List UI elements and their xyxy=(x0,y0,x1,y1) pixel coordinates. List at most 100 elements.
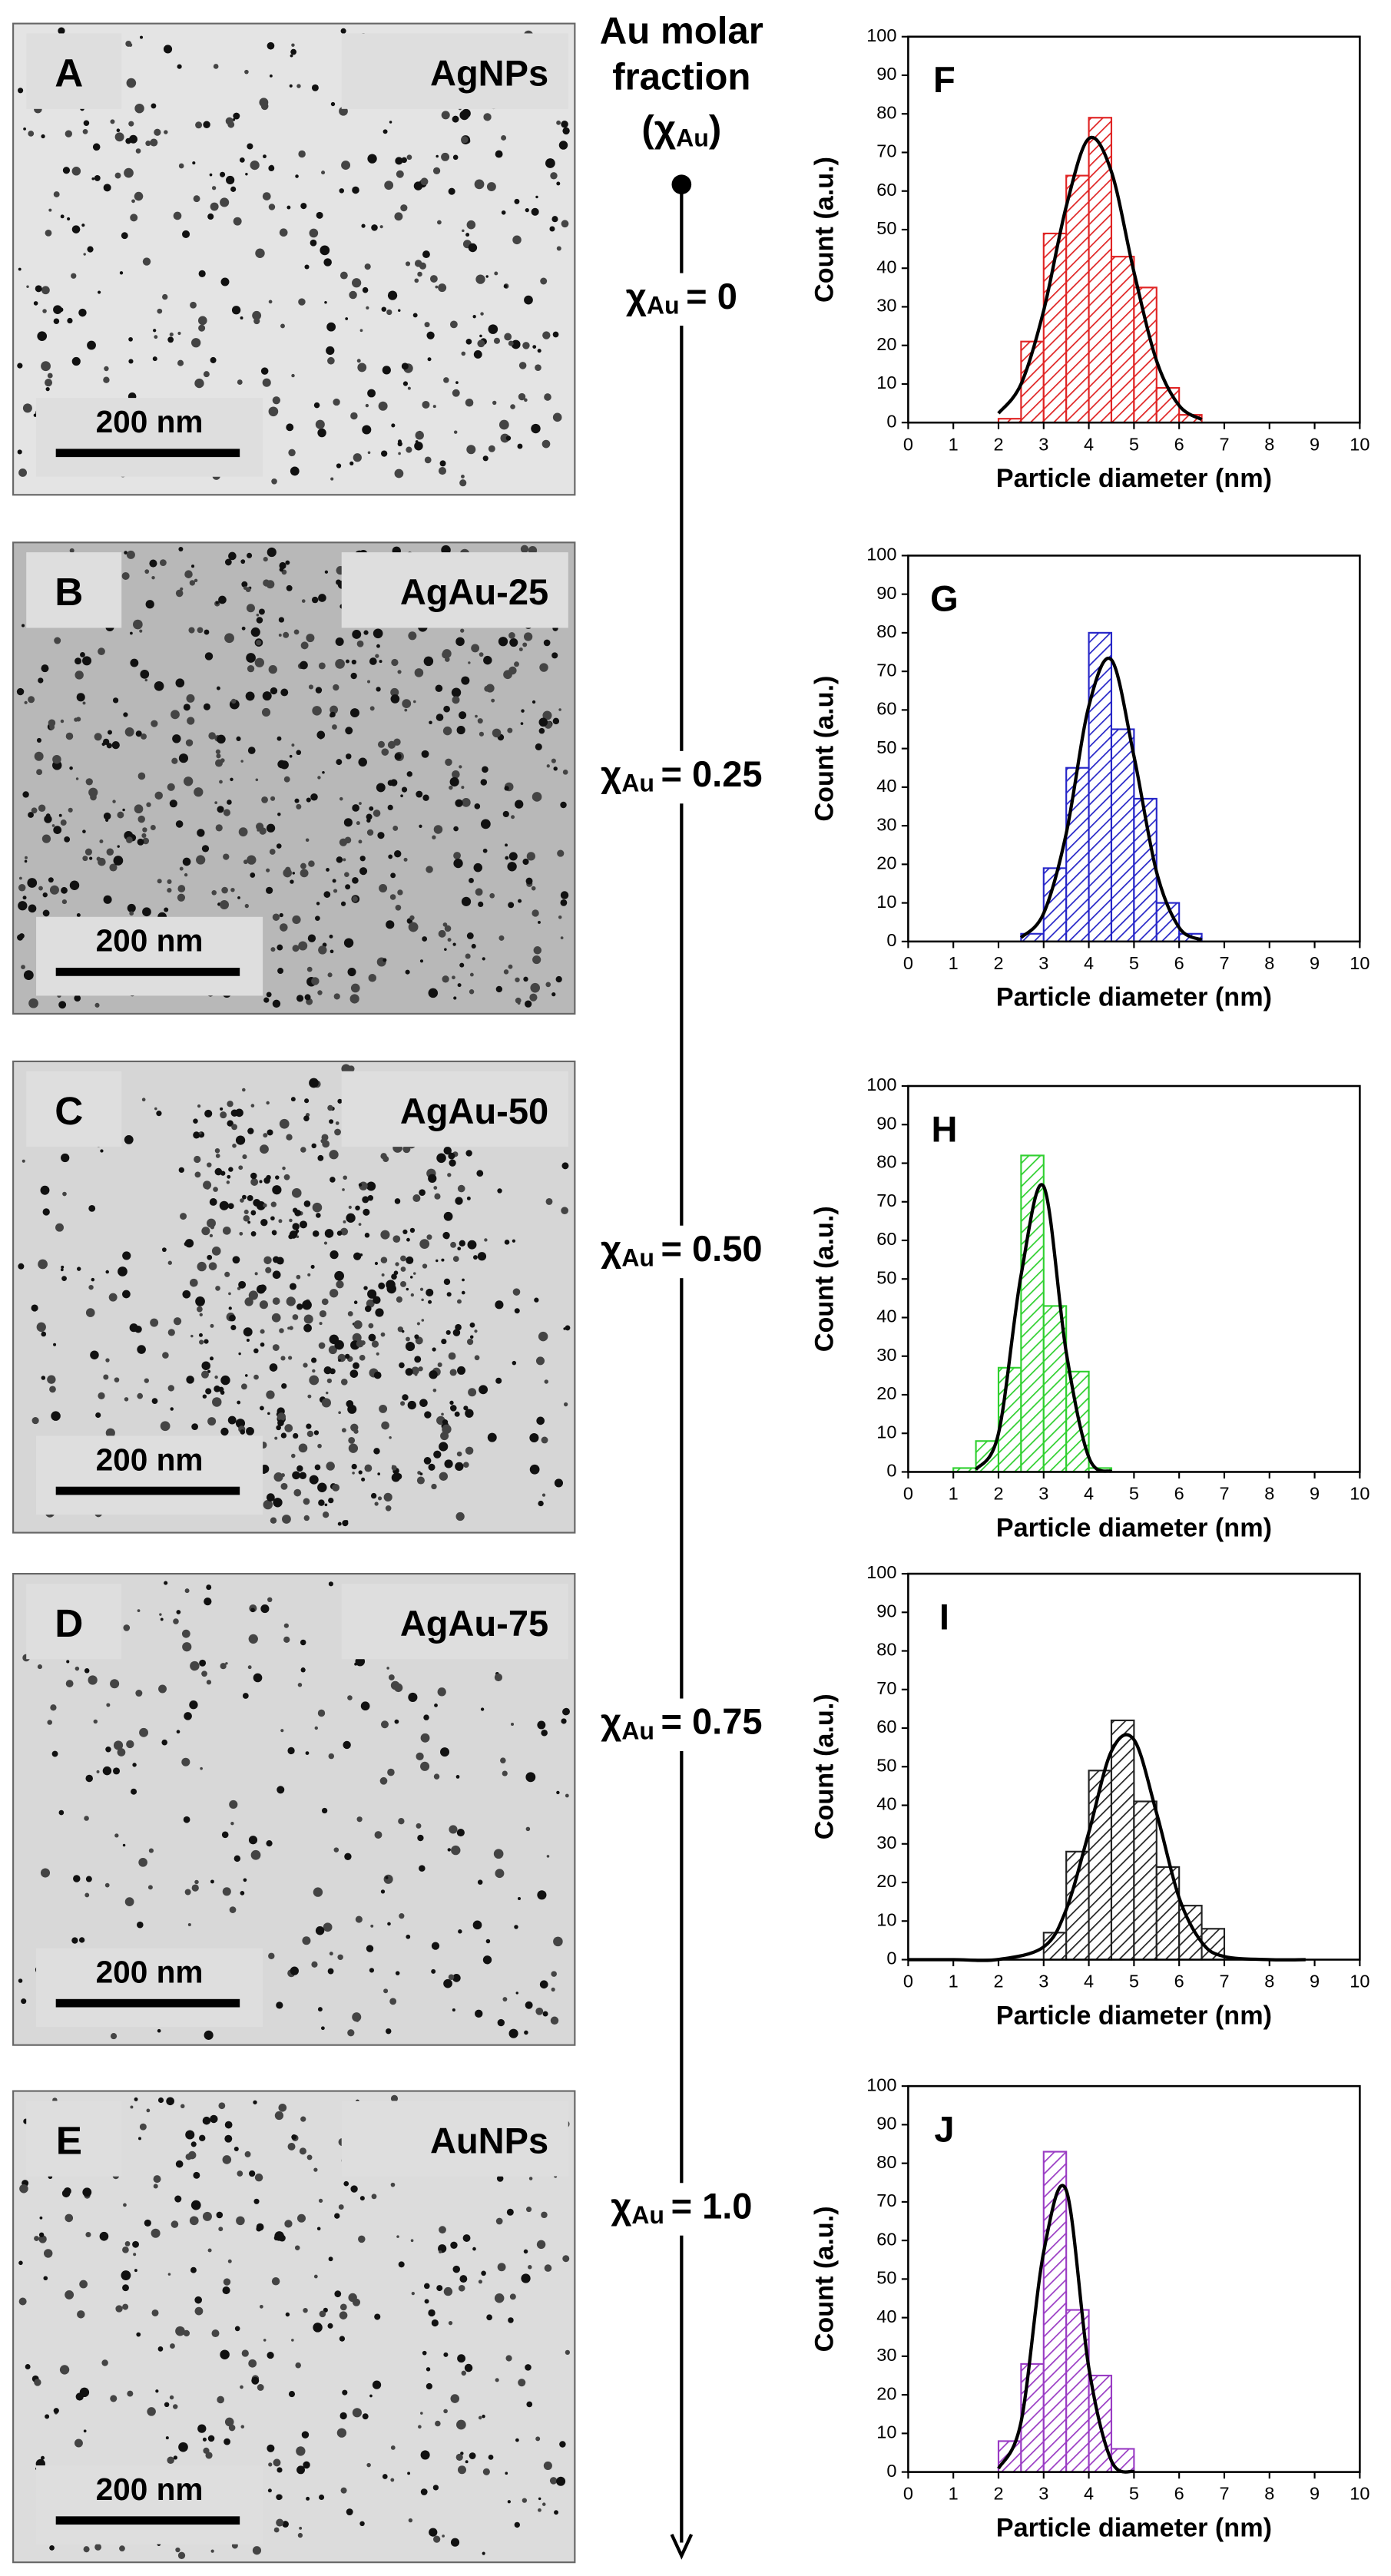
particle xyxy=(504,786,509,791)
particle xyxy=(514,198,520,204)
particle xyxy=(265,1266,272,1273)
particle xyxy=(67,217,71,221)
particle xyxy=(402,1229,408,1234)
particle xyxy=(96,1770,100,1773)
particle xyxy=(162,293,168,300)
bar xyxy=(1110,256,1135,424)
particle xyxy=(175,2326,185,2336)
particle xyxy=(48,719,56,727)
particle xyxy=(431,1942,440,1950)
particle xyxy=(220,900,230,910)
particle xyxy=(227,1415,237,1425)
particle xyxy=(153,2175,161,2184)
particle xyxy=(191,338,201,348)
particle xyxy=(151,103,157,109)
particle xyxy=(129,911,134,916)
particle xyxy=(410,2239,414,2243)
y-tick-label: 80 xyxy=(876,1152,896,1172)
particle xyxy=(220,171,226,177)
particle xyxy=(472,315,476,319)
particle xyxy=(365,403,369,408)
particle xyxy=(292,1314,299,1320)
particle xyxy=(367,1195,374,1201)
x-tick-label: 9 xyxy=(1310,434,1320,454)
particle xyxy=(192,161,196,165)
particle xyxy=(106,848,114,856)
particle xyxy=(412,313,418,318)
particle xyxy=(335,659,345,669)
particle xyxy=(450,2241,458,2249)
particle xyxy=(299,2147,306,2155)
particle xyxy=(224,2438,230,2445)
particle xyxy=(85,1774,93,1783)
particle xyxy=(374,1502,379,1506)
particle xyxy=(209,1233,214,1238)
particle xyxy=(291,2134,297,2141)
scale-bar xyxy=(55,968,240,976)
particle xyxy=(135,730,142,737)
particle xyxy=(277,1412,286,1422)
particle xyxy=(384,180,394,190)
particle xyxy=(541,2502,546,2506)
particle xyxy=(541,1493,546,1497)
x-tick-label: 1 xyxy=(949,2484,959,2504)
particle xyxy=(444,1234,449,1240)
y-tick-label: 0 xyxy=(886,2461,896,2481)
particle xyxy=(187,2151,197,2160)
particle xyxy=(167,783,175,791)
particle xyxy=(214,1385,220,1392)
particle xyxy=(314,1726,318,1730)
particle xyxy=(268,406,279,417)
particle xyxy=(47,1375,56,1384)
particle xyxy=(518,392,526,401)
particle xyxy=(538,727,545,734)
particle xyxy=(199,1659,207,1667)
particle xyxy=(35,285,42,293)
particle xyxy=(124,727,134,737)
particle xyxy=(214,759,223,767)
particle xyxy=(148,1848,154,1853)
particle xyxy=(267,2488,272,2493)
particle xyxy=(99,2231,109,2241)
stop-label: χAu = 0.25 xyxy=(601,753,762,797)
particle xyxy=(358,757,367,767)
particle xyxy=(244,69,249,74)
particle xyxy=(498,419,509,430)
particle xyxy=(306,634,315,643)
particle xyxy=(296,1235,300,1238)
x-tick-label: 9 xyxy=(1310,953,1320,973)
particle xyxy=(347,1695,353,1700)
particle xyxy=(186,694,195,703)
particle xyxy=(61,1276,67,1282)
fit-curve xyxy=(908,1733,1306,1962)
particle xyxy=(433,1450,442,1459)
particle xyxy=(442,1419,449,1425)
particle xyxy=(386,2028,392,2035)
particle xyxy=(88,1284,94,1290)
particle xyxy=(391,1465,395,1468)
particle xyxy=(422,794,429,801)
particle xyxy=(291,43,295,47)
particle xyxy=(309,1078,319,1088)
particle xyxy=(456,1829,465,1837)
particle xyxy=(358,1223,362,1227)
particle xyxy=(47,1720,53,1725)
particle xyxy=(465,1409,474,1418)
particle xyxy=(71,273,77,279)
particle xyxy=(554,2510,558,2515)
particle xyxy=(441,1258,445,1262)
particle xyxy=(200,1370,209,1379)
particle xyxy=(184,1889,191,1896)
particle xyxy=(482,1955,492,1965)
particle xyxy=(386,920,395,929)
particle xyxy=(304,264,310,270)
particle xyxy=(469,972,474,977)
particle xyxy=(344,1353,350,1359)
particle xyxy=(434,1193,441,1200)
particle xyxy=(541,1436,548,1444)
y-tick-label: 50 xyxy=(876,2268,896,2288)
particle xyxy=(250,160,260,171)
particle xyxy=(205,1185,210,1190)
particle xyxy=(409,1227,416,1233)
particle xyxy=(509,2293,516,2300)
